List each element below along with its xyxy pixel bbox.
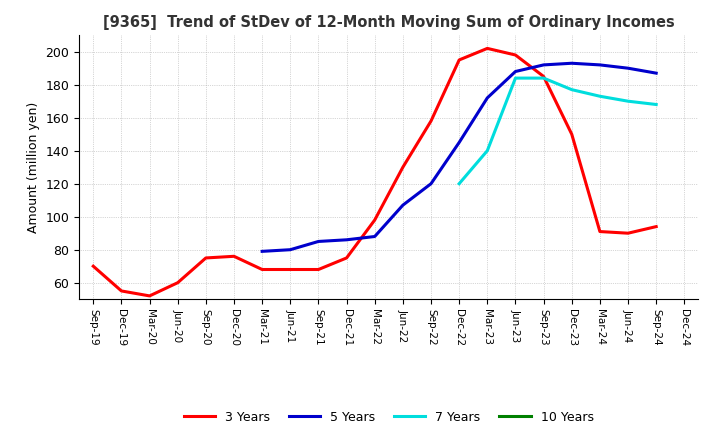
Title: [9365]  Trend of StDev of 12-Month Moving Sum of Ordinary Incomes: [9365] Trend of StDev of 12-Month Moving… [103,15,675,30]
Legend: 3 Years, 5 Years, 7 Years, 10 Years: 3 Years, 5 Years, 7 Years, 10 Years [179,406,598,429]
Y-axis label: Amount (million yen): Amount (million yen) [27,102,40,233]
